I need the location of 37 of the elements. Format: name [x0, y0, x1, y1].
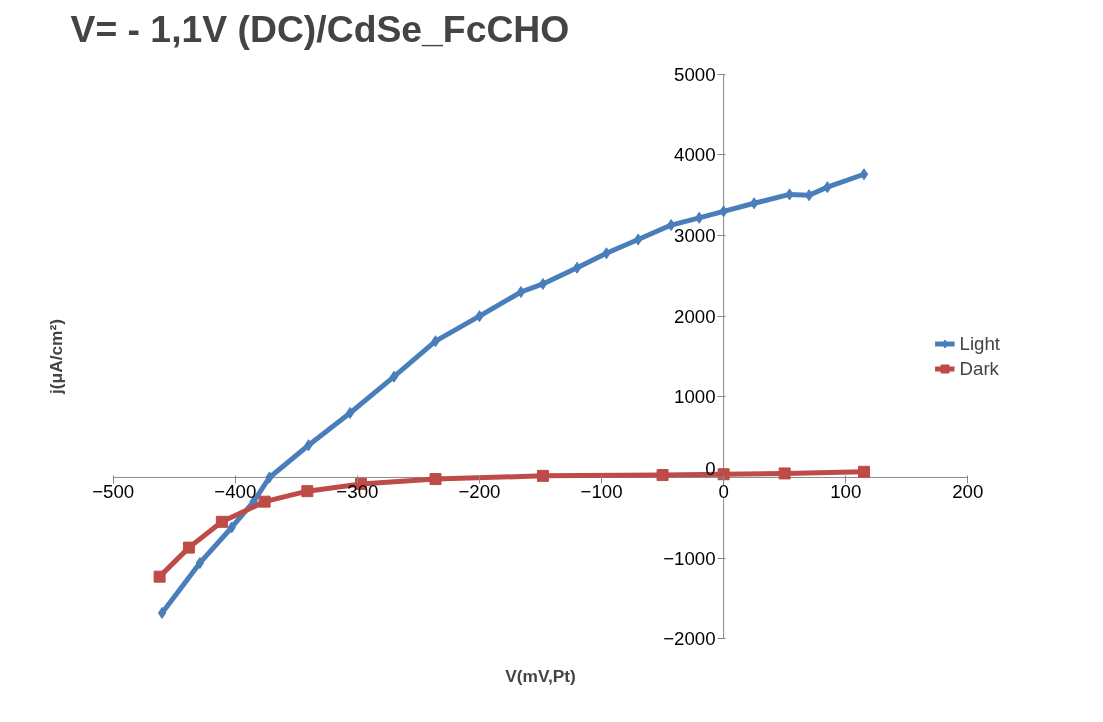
point	[858, 465, 871, 478]
point	[182, 541, 195, 554]
y-tick-label: 3000	[674, 225, 716, 247]
y-tick-label: −2000	[663, 628, 716, 650]
point	[717, 468, 730, 481]
point	[157, 606, 167, 619]
point	[778, 467, 791, 480]
point	[153, 570, 166, 583]
point	[195, 556, 205, 569]
x-tick-label: 200	[952, 481, 984, 503]
chart-title: V= - 1,1V (DC)/CdSe_FcCHO	[70, 7, 570, 50]
point	[389, 370, 399, 383]
y-tick-label: −1000	[663, 547, 716, 569]
point	[572, 261, 582, 274]
point	[345, 406, 355, 419]
x-tick-label: −100	[580, 481, 623, 503]
point	[656, 469, 669, 482]
x-tick-label: −500	[92, 481, 135, 503]
legend-label: Light	[959, 332, 1000, 355]
point	[536, 469, 549, 482]
point	[538, 277, 548, 290]
x-tick-label: −200	[458, 481, 501, 503]
point	[301, 485, 314, 498]
x-axis-title: V(mV,Pt)	[505, 665, 576, 686]
y-tick-label: 5000	[674, 63, 716, 85]
x-tick-label: 100	[830, 481, 862, 503]
point	[429, 473, 442, 486]
y-tick-label: 1000	[674, 386, 716, 408]
y-tick-label: 4000	[674, 144, 716, 166]
x-tick-label: −400	[214, 481, 257, 503]
point	[516, 285, 526, 298]
legend-label: Dark	[959, 357, 999, 380]
x-tick-label: −300	[336, 481, 379, 503]
y-tick-label: 2000	[674, 305, 716, 327]
y-axis-title: j(μA/cm²)	[45, 318, 66, 396]
point	[258, 495, 271, 508]
point	[215, 515, 228, 528]
